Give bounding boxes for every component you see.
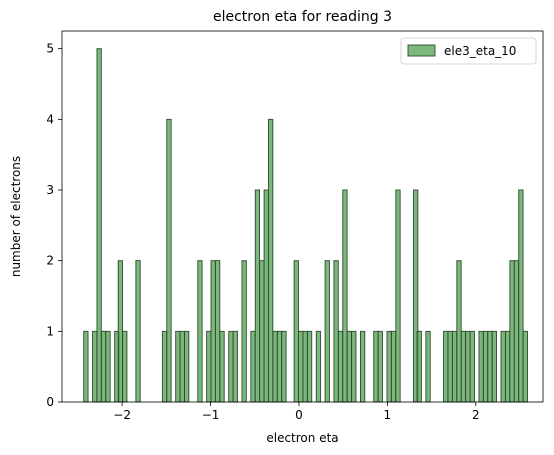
histogram-bar: [482, 330, 489, 403]
histogram-bar: [360, 330, 366, 403]
x-ticks: −2 −1 0 1 2: [113, 402, 480, 422]
histogram-bar: [500, 330, 506, 403]
histogram-bar: [509, 260, 515, 403]
x-tick-label: −1: [202, 408, 220, 422]
histogram-bar: [219, 330, 225, 403]
x-tick-label: 0: [295, 408, 303, 422]
histogram-bar: [351, 330, 357, 403]
histogram-bar: [197, 260, 203, 403]
x-tick-label: 1: [384, 408, 392, 422]
chart-title: electron eta for reading 3: [213, 9, 392, 25]
histogram-bar: [83, 330, 89, 403]
histogram-bar: [259, 260, 265, 403]
histogram-bar: [254, 189, 261, 403]
histogram-bar: [92, 330, 98, 403]
histogram-bar: [272, 330, 278, 403]
histogram-bar: [518, 189, 524, 403]
y-ticks: 0 1 2 3 4 5: [46, 42, 62, 409]
histogram-bar: [513, 260, 520, 403]
histogram-bar: [337, 330, 344, 403]
histogram-bar: [122, 330, 128, 403]
y-tick-label: 4: [46, 112, 54, 126]
histogram-bar: [491, 330, 497, 403]
histogram-bar: [460, 330, 467, 403]
histogram-bar: [373, 330, 379, 403]
histogram-bar: [276, 330, 283, 403]
histogram-bar: [456, 260, 462, 403]
histogram-bar: [469, 330, 475, 403]
histogram-bar: [228, 330, 234, 403]
histogram-bar: [478, 330, 484, 403]
histogram-bar: [105, 330, 111, 403]
histogram-bar: [268, 118, 274, 403]
y-axis-label: number of electrons: [9, 156, 23, 277]
histogram-bar: [135, 260, 141, 403]
histogram-bar: [377, 330, 383, 403]
histogram-bar: [206, 330, 212, 403]
bars-group: [83, 48, 528, 403]
y-tick-label: 3: [46, 183, 54, 197]
histogram-bar: [179, 330, 185, 403]
legend-box: [400, 37, 537, 65]
histogram-bar: [451, 330, 458, 403]
histogram-bar: [333, 260, 339, 403]
histogram-bar: [386, 330, 392, 403]
plot-frame: [61, 30, 544, 403]
histogram-bar: [425, 330, 431, 403]
y-tick-label: 0: [46, 395, 54, 409]
histogram-bar: [522, 330, 528, 403]
histogram-bar: [487, 330, 493, 403]
histogram-bar: [465, 330, 471, 403]
histogram-bar: [302, 330, 308, 403]
histogram-bar: [100, 330, 107, 403]
histogram-bar: [443, 330, 449, 403]
histogram-bar: [306, 330, 313, 403]
histogram-bar: [447, 330, 453, 403]
histogram-bar: [215, 260, 221, 403]
histogram-bar: [281, 330, 287, 403]
histogram-bar: [210, 260, 216, 403]
histogram-bar: [161, 330, 168, 403]
histogram-bar: [96, 48, 102, 403]
histogram-bar: [346, 330, 352, 403]
histogram-bar: [241, 260, 247, 403]
histogram-bar: [184, 330, 190, 403]
histogram-bar: [416, 330, 422, 403]
histogram-bar: [293, 260, 299, 403]
legend-label: ele3_eta_10: [444, 44, 516, 58]
legend: ele3_eta_10: [400, 37, 537, 65]
histogram-bar: [250, 330, 256, 403]
histogram-bar: [315, 330, 322, 403]
histogram-bar: [232, 330, 238, 403]
y-tick-label: 5: [46, 42, 54, 56]
histogram-bar: [324, 260, 330, 403]
legend-swatch: [407, 44, 436, 57]
histogram-bar: [505, 330, 511, 403]
y-tick-label: 2: [46, 254, 54, 268]
y-tick-label: 1: [46, 324, 54, 338]
histogram-bar: [175, 330, 181, 403]
histogram-bar: [298, 330, 304, 403]
histogram-bar: [263, 189, 269, 403]
x-tick-label: −2: [113, 408, 131, 422]
x-axis-label: electron eta: [266, 431, 338, 445]
x-tick-label: 2: [472, 408, 480, 422]
histogram-bar: [395, 189, 401, 403]
histogram-bar: [166, 118, 172, 403]
histogram-bar: [342, 189, 348, 403]
histogram-bar: [390, 330, 397, 403]
histogram-bar: [117, 260, 123, 403]
